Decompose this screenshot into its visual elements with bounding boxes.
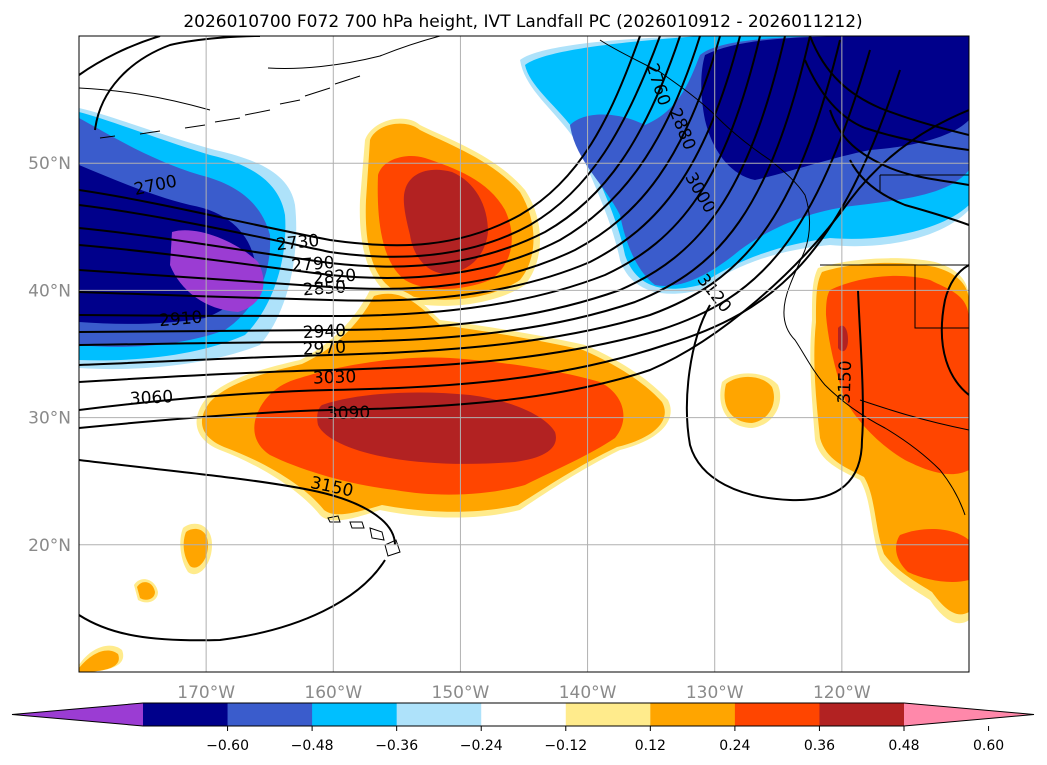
- positive-anomaly-small: [137, 582, 155, 600]
- colorbar-segment: [143, 703, 229, 726]
- contour-line: [685, 289, 864, 502]
- colorbar-extend-high: [904, 703, 1034, 726]
- gridlines: [79, 36, 969, 672]
- contour-label: 3150: [835, 360, 856, 404]
- lon-tick-label: 130°W: [686, 683, 744, 703]
- colorbar-segment: [819, 703, 905, 726]
- colorbar-tick-label: −0.12: [544, 738, 587, 754]
- contour-line: [79, 69, 901, 411]
- colorbar-tick-label: −0.48: [291, 738, 334, 754]
- us-border: [820, 174, 969, 431]
- colorbar-tick-label: 0.36: [804, 738, 835, 754]
- lat-tick-label: 30°N: [28, 409, 71, 429]
- contour-line: [79, 36, 661, 258]
- contour-line: [79, 39, 841, 366]
- height-contours: [79, 36, 969, 642]
- lon-tick-label: 140°W: [559, 683, 617, 703]
- contour-label: 2910: [158, 308, 203, 332]
- contour-label: 3090: [327, 403, 371, 424]
- positive-anomaly-west-coast: [896, 528, 969, 583]
- contour-line: [79, 459, 396, 546]
- colorbar-tick-label: −0.24: [460, 738, 503, 754]
- colorbar-tick-label: −0.60: [206, 738, 249, 754]
- contour-line: [79, 36, 721, 290]
- contour-line: [94, 36, 261, 131]
- coastline-layer: [79, 36, 969, 557]
- colorbar-segment: [481, 703, 567, 726]
- aleutian-islands: [99, 75, 361, 139]
- positive-anomaly-subtropical-band: [317, 392, 556, 464]
- positive-anomaly-small: [79, 650, 119, 672]
- contour-label: 2940: [302, 321, 346, 343]
- contour-label: 3030: [313, 367, 357, 388]
- contour-line: [79, 36, 786, 333]
- contour-label: 2850: [302, 277, 347, 300]
- colorbar: −0.60 −0.48 −0.36 −0.24 −0.12 0.12 0.24 0.36 0.4…: [11, 702, 1035, 754]
- lat-tick-label: 20°N: [28, 536, 71, 556]
- positive-anomaly-small: [724, 376, 774, 423]
- contour-line: [79, 49, 871, 383]
- contour-line: [79, 36, 681, 268]
- alaska-coastline: [79, 36, 441, 111]
- colorbar-segment: [227, 703, 313, 726]
- lon-tick-label: 160°W: [304, 683, 362, 703]
- contour-line: [849, 159, 969, 226]
- contour-line: [79, 109, 969, 429]
- contour-label: 2820: [312, 266, 357, 290]
- colorbar-extend-low: [12, 703, 143, 726]
- colorbar-segment: [312, 703, 398, 726]
- colorbar-tick-label: 0.12: [635, 738, 666, 754]
- colorbar-tick-label: 0.24: [719, 738, 750, 754]
- contour-line: [79, 36, 811, 346]
- colorbar-segment: [396, 703, 482, 726]
- contour-label: 3060: [129, 387, 173, 409]
- contour-line: [940, 264, 969, 396]
- lon-tick-label: 170°W: [177, 683, 235, 703]
- contour-label: 2730: [275, 231, 320, 255]
- colorbar-segment: [565, 703, 651, 726]
- positive-anomaly-west-coast: [826, 275, 969, 475]
- british-columbia-coastline: [599, 39, 966, 516]
- positive-anomaly-small: [183, 528, 208, 568]
- colorbar-tick-label: 0.48: [888, 738, 919, 754]
- contour-label: 2970: [302, 338, 346, 360]
- contour-line: [79, 559, 386, 642]
- map-title: 2026010700 F072 700 hPa height, IVT Land…: [183, 12, 862, 32]
- colorbar-outline: [11, 702, 1035, 727]
- longitude-labels: 170°W 160°W 150°W 140°W 130°W 120°W: [177, 683, 871, 703]
- map-frame: [78, 35, 970, 673]
- contour-line: [804, 59, 969, 151]
- colorbar-segment: [734, 703, 820, 726]
- colorbar-segment: [650, 703, 736, 726]
- colorbar-tick-label: 0.60: [973, 738, 1004, 754]
- contour-labels: 2700273027902820285029102940297030303060…: [129, 61, 856, 502]
- positive-anomaly-west-coast: [838, 325, 848, 352]
- lat-tick-label: 50°N: [28, 154, 71, 174]
- latitude-labels: 50°N 40°N 30°N 20°N: [28, 154, 71, 556]
- hawaii-islands: [327, 515, 401, 557]
- lat-tick-label: 40°N: [28, 281, 71, 301]
- contour-line: [79, 36, 161, 76]
- lon-tick-label: 120°W: [813, 683, 871, 703]
- contour-line: [809, 36, 969, 136]
- lon-tick-label: 150°W: [432, 683, 490, 703]
- colorbar-tick-label: −0.36: [375, 738, 418, 754]
- contour-line: [79, 36, 741, 302]
- contour-line: [79, 36, 641, 247]
- contour-label: 2790: [291, 253, 336, 277]
- contour-line: [79, 36, 761, 318]
